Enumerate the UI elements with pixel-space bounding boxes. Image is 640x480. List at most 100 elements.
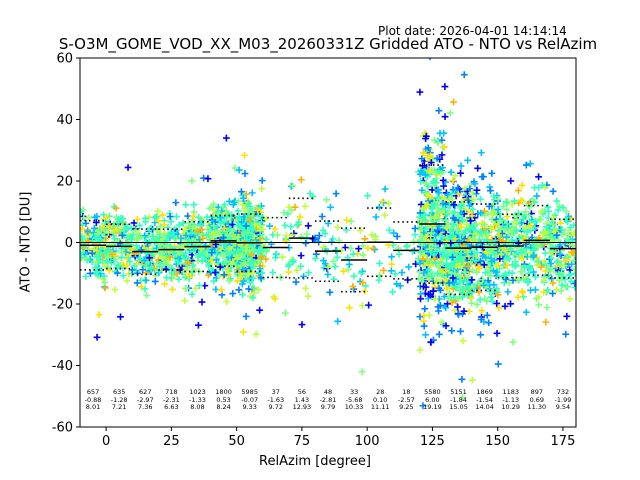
- scatter-point: [515, 209, 522, 217]
- scatter-point: [459, 393, 466, 401]
- scatter-point: [457, 162, 465, 170]
- scatter-point: [242, 313, 250, 320]
- scatter-point: [304, 292, 312, 300]
- scatter-point: [332, 190, 340, 198]
- scatter-point: [518, 182, 526, 189]
- scatter-point: [237, 270, 244, 277]
- scatter-point: [291, 203, 299, 211]
- scatter-point: [327, 203, 334, 211]
- scatter-point: [454, 212, 462, 220]
- scatter-point: [94, 268, 102, 276]
- scatter-point: [167, 218, 175, 226]
- scatter-point: [368, 231, 376, 239]
- scatter-point: [543, 223, 551, 231]
- scatter-point: [514, 293, 522, 301]
- scatter-point: [247, 259, 255, 267]
- scatter-point: [381, 211, 389, 219]
- scatter-point: [419, 402, 427, 410]
- scatter-point: [567, 278, 575, 285]
- scatter-point: [104, 254, 112, 261]
- scatter-point: [547, 226, 555, 234]
- scatter-point: [320, 243, 327, 251]
- scatter-point: [427, 213, 434, 220]
- scatter-point: [468, 189, 476, 196]
- scatter-point: [433, 276, 441, 283]
- scatter-point: [103, 214, 111, 221]
- scatter-point: [430, 287, 437, 295]
- scatter-point: [439, 249, 447, 257]
- scatter-point: [540, 276, 548, 284]
- scatter-point: [558, 281, 566, 289]
- scatter-point: [571, 280, 576, 287]
- scatter-point: [568, 237, 576, 245]
- scatter-point: [563, 312, 571, 320]
- scatter-point: [249, 294, 257, 302]
- scatter-point: [223, 298, 230, 305]
- scatter-point: [425, 266, 433, 274]
- scatter-point: [461, 268, 469, 276]
- scatter-point: [421, 305, 429, 313]
- scatter-point: [542, 318, 550, 326]
- scatter-point: [302, 239, 310, 247]
- scatter-point: [250, 284, 258, 292]
- scatter-point: [210, 222, 218, 230]
- scatter-point: [428, 273, 436, 280]
- scatter-point: [324, 271, 332, 278]
- scatter-point: [234, 207, 242, 215]
- scatter-point: [427, 159, 435, 166]
- scatter-point: [257, 253, 265, 261]
- scatter-point: [95, 311, 103, 318]
- scatter-point: [231, 164, 239, 172]
- scatter-point: [213, 250, 221, 258]
- scatter-point: [503, 254, 511, 262]
- scatter-point: [289, 257, 297, 264]
- scatter-point: [422, 189, 429, 197]
- scatter-point: [488, 258, 496, 265]
- scatter-point: [221, 223, 229, 231]
- scatter-point: [144, 249, 151, 257]
- scatter-point: [441, 143, 448, 151]
- scatter-point: [285, 203, 293, 211]
- scatter-point: [537, 216, 545, 223]
- bin-mean-label: -1.28: [111, 396, 128, 404]
- scatter-point: [481, 221, 488, 229]
- bin-std-label: 11.30: [528, 403, 547, 411]
- bin-mean-label: -2.97: [137, 396, 154, 404]
- scatter-point: [359, 279, 367, 287]
- scatter-point: [416, 346, 424, 354]
- scatter-point: [171, 234, 179, 242]
- y-tick-label: 0: [65, 236, 73, 251]
- scatter-point: [172, 235, 180, 243]
- scatter-point: [361, 235, 369, 243]
- scatter-point: [385, 226, 393, 234]
- scatter-point: [139, 266, 147, 274]
- scatter-point: [431, 255, 438, 263]
- x-tick-label: 100: [355, 434, 380, 449]
- scatter-point: [534, 243, 542, 251]
- scatter-point: [522, 308, 530, 316]
- scatter-point: [130, 262, 138, 270]
- scatter-point: [550, 221, 558, 229]
- scatter-point: [446, 109, 454, 117]
- scatter-point: [304, 222, 312, 230]
- scatter-point: [380, 267, 387, 274]
- scatter-point: [481, 207, 488, 215]
- scatter-point: [532, 286, 539, 294]
- scatter-point: [469, 376, 476, 384]
- scatter-point: [496, 217, 504, 225]
- scatter-point: [306, 190, 314, 197]
- scatter-point: [417, 201, 425, 209]
- scatter-point: [182, 284, 190, 292]
- scatter-point: [477, 195, 484, 203]
- bin-mean-label: -1.54: [476, 396, 493, 404]
- scatter-point: [282, 237, 289, 245]
- scatter-point: [441, 83, 449, 90]
- scatter-point: [533, 192, 541, 200]
- scatter-point: [198, 298, 206, 306]
- scatter-point: [133, 215, 141, 223]
- scatter-point: [533, 261, 541, 269]
- scatter-point: [419, 255, 427, 263]
- scatter-point: [502, 275, 510, 283]
- scatter-point: [540, 288, 548, 296]
